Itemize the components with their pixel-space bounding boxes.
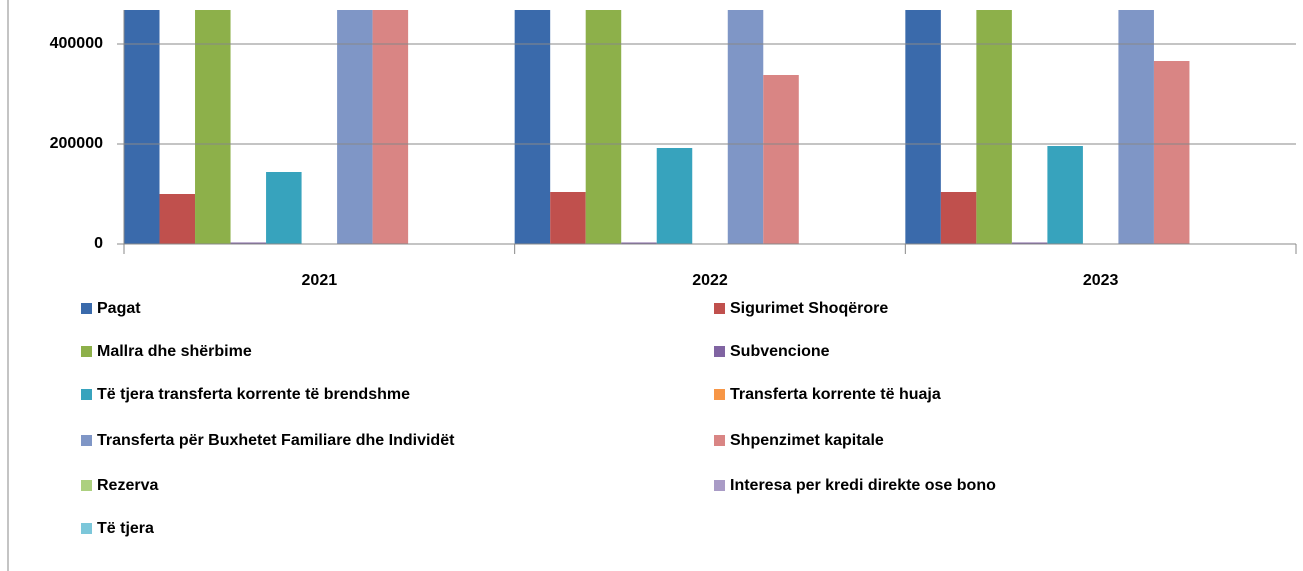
bar	[763, 75, 799, 244]
bar	[159, 194, 196, 244]
bar	[976, 10, 1012, 244]
bar	[656, 148, 693, 244]
legend-label: Mallra dhe shërbime	[97, 343, 252, 360]
legend-swatch	[714, 303, 725, 314]
legend-swatch	[714, 389, 725, 400]
legend-swatch	[81, 389, 92, 400]
x-tick-label: 2023	[1083, 272, 1119, 289]
bar	[372, 10, 409, 244]
legend-label: Interesa per kredi direkte ose bono	[730, 477, 996, 494]
legend-label: Të tjera	[97, 520, 154, 537]
legend-label: Shpenzimet kapitale	[730, 432, 884, 449]
legend-swatch	[81, 435, 92, 446]
bar	[514, 10, 551, 244]
legend-swatch	[81, 523, 92, 534]
bar	[195, 10, 231, 244]
bar	[1118, 10, 1154, 244]
legend-label: Transferta për Buxhetet Familiare dhe In…	[97, 432, 455, 449]
legend-label: Sigurimet Shoqërore	[730, 300, 888, 317]
bar	[727, 10, 764, 244]
plot-area	[124, 10, 1190, 244]
bar	[621, 242, 657, 244]
bar	[124, 10, 160, 244]
bar	[1047, 146, 1083, 244]
bar	[1153, 61, 1190, 244]
x-tick-label: 2021	[302, 272, 338, 289]
legend-label: Të tjera transferta korrente të brendshm…	[97, 386, 410, 403]
bar	[230, 242, 267, 244]
y-tick-label: 400000	[50, 35, 103, 52]
legend-swatch	[714, 435, 725, 446]
bar	[266, 172, 302, 244]
legend-label: Rezerva	[97, 477, 158, 494]
bar	[1011, 242, 1048, 244]
x-tick-label: 2022	[692, 272, 728, 289]
legend-label: Subvencione	[730, 343, 830, 360]
bar	[550, 192, 586, 244]
bar	[905, 10, 941, 244]
legend-swatch	[81, 346, 92, 357]
bar	[940, 192, 977, 244]
legend-label: Transferta korrente të huaja	[730, 386, 941, 403]
y-tick-label: 200000	[50, 135, 103, 152]
legend-label: Pagat	[97, 300, 141, 317]
legend-swatch	[714, 346, 725, 357]
bar	[585, 10, 622, 244]
bar	[337, 10, 373, 244]
y-tick-label: 0	[94, 235, 103, 252]
legend-swatch	[81, 303, 92, 314]
legend-swatch	[81, 480, 92, 491]
legend-swatch	[714, 480, 725, 491]
